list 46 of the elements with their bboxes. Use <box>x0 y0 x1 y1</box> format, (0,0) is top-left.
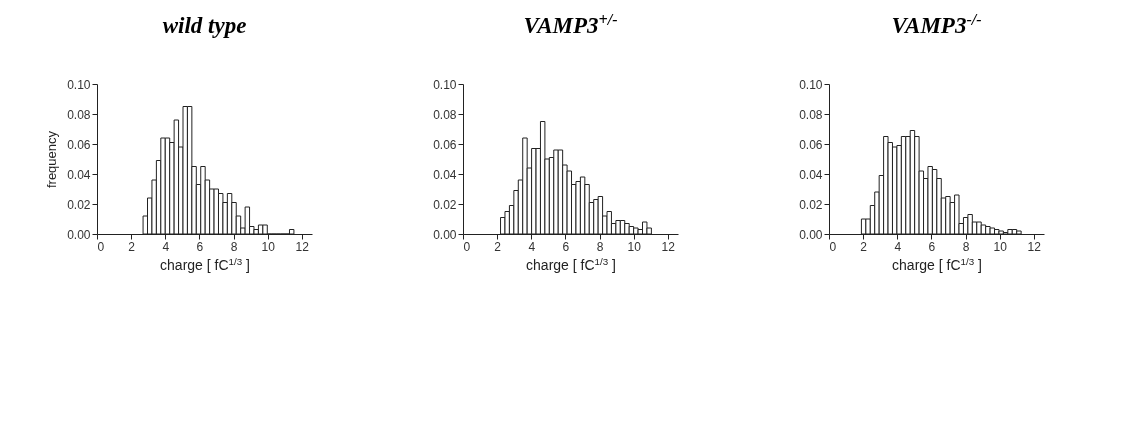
x-tick-label: 0 <box>829 239 837 254</box>
y-tick-label: 0.02 <box>67 197 91 212</box>
y-tick-label: 0.04 <box>799 167 823 182</box>
x-tick-label: 2 <box>494 239 502 254</box>
x-axis-title: charge [ fC$^{1/3}$ ] <box>160 255 250 273</box>
x-tick-label: 8 <box>230 239 238 254</box>
y-tick-label: 0.02 <box>433 197 457 212</box>
y-tick-label: 0.06 <box>799 137 823 152</box>
y-tick-label: 0.02 <box>799 197 823 212</box>
x-tick-label: 0 <box>97 239 105 254</box>
x-tick-label: 8 <box>962 239 970 254</box>
y-tick-label: 0.10 <box>433 77 457 92</box>
y-tick-label: 0.00 <box>433 227 457 242</box>
x-tick-label: 8 <box>596 239 604 254</box>
x-tick-label: 6 <box>928 239 936 254</box>
x-tick-label: 10 <box>627 239 642 254</box>
y-tick-label: 0.08 <box>67 107 91 122</box>
x-tick-label: 2 <box>128 239 136 254</box>
x-tick-label: 4 <box>894 239 902 254</box>
x-tick-label: 6 <box>196 239 204 254</box>
y-tick-label: 0.10 <box>799 77 823 92</box>
chart-title: wild type <box>162 13 247 38</box>
x-tick-label: 4 <box>528 239 536 254</box>
y-tick-label: 0.04 <box>67 167 91 182</box>
x-tick-label: 2 <box>860 239 868 254</box>
y-tick-label: 0.00 <box>67 227 91 242</box>
x-tick-label: 0 <box>463 239 471 254</box>
x-tick-label: 6 <box>562 239 570 254</box>
x-tick-label: 12 <box>295 239 310 254</box>
x-tick-label: 10 <box>261 239 276 254</box>
y-tick-label: 0.06 <box>433 137 457 152</box>
y-tick-label: 0.08 <box>433 107 457 122</box>
x-tick-label: 12 <box>661 239 676 254</box>
chart-title: VAMP3$^{+/-}$ <box>523 10 618 38</box>
x-tick-label: 10 <box>993 239 1008 254</box>
y-tick-label: 0.06 <box>67 137 91 152</box>
y-tick-label: 0.00 <box>799 227 823 242</box>
y-tick-label: 0.10 <box>67 77 91 92</box>
x-tick-label: 12 <box>1027 239 1042 254</box>
chart-title: VAMP3$^{-/-}$ <box>891 10 982 38</box>
x-tick-label: 4 <box>162 239 170 254</box>
x-axis-title: charge [ fC$^{1/3}$ ] <box>892 255 982 273</box>
x-axis-title: charge [ fC$^{1/3}$ ] <box>526 255 616 273</box>
y-axis-title: frequency <box>44 130 60 189</box>
y-tick-label: 0.04 <box>433 167 457 182</box>
y-tick-label: 0.08 <box>799 107 823 122</box>
